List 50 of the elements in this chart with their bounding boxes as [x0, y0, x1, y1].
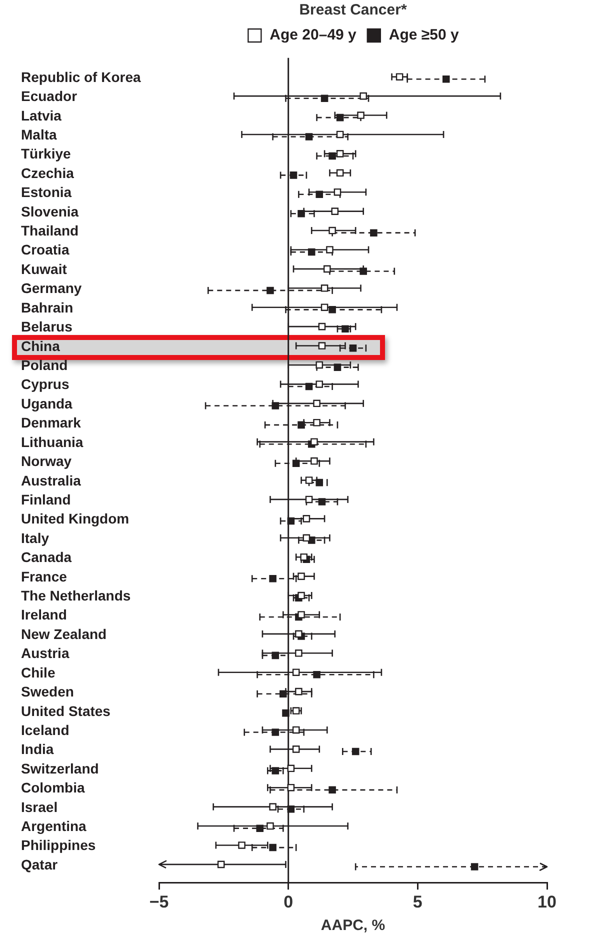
y-tick-label: Israel [21, 798, 58, 815]
y-tick-label: Denmark [21, 414, 82, 431]
y-tick-label: Estonia [21, 184, 72, 200]
y-tick-label: Colombia [21, 780, 85, 796]
chart-title: Breast Cancer* [299, 2, 407, 19]
x-axis-title: AAPC, % [320, 917, 386, 934]
y-tick-label: Qatar [21, 856, 58, 872]
y-tick-label: Sweden [21, 684, 74, 700]
y-tick-label: United Kingdom [21, 510, 130, 527]
y-tick-label: Kuwait [21, 260, 68, 277]
y-tick-label: Austria [21, 645, 70, 662]
y-tick-label: Finland [21, 491, 71, 508]
y-tick-label: Ecuador [21, 88, 78, 104]
y-tick-label: The Netherlands [21, 588, 131, 604]
y-tick-label: Italy [21, 530, 50, 546]
y-tick-label: Thailand [21, 222, 79, 239]
y-tick-label: Ireland [21, 606, 67, 623]
y-tick-label: Republic of Korea [21, 68, 142, 85]
y-tick-label: India [21, 741, 54, 758]
y-tick-label: Germany [21, 280, 82, 296]
y-tick-label: France [21, 568, 68, 584]
y-tick-label: Bahrain [21, 299, 74, 316]
legend-label: Age ≥50 y [388, 26, 460, 44]
y-tick-label: Türkiye [21, 146, 72, 162]
y-tick-label: Cyprus [21, 376, 70, 392]
x-tick-label: −5 [149, 892, 169, 912]
y-tick-label: Malta [21, 126, 57, 142]
y-tick-label: Iceland [21, 722, 70, 738]
y-tick-label: Uganda [21, 395, 73, 412]
x-tick-label: 0 [284, 892, 294, 912]
y-tick-label: Australia [21, 472, 82, 488]
y-tick-label: Belarus [21, 318, 73, 335]
y-tick-label: Latvia [21, 107, 62, 124]
y-tick-label: United States [21, 702, 111, 719]
y-tick-label: New Zealand [21, 626, 107, 642]
y-tick-label: Poland [21, 357, 68, 374]
y-tick-label: Norway [21, 453, 72, 470]
y-tick-label: China [21, 338, 60, 354]
y-tick-label: Argentina [21, 818, 87, 834]
y-tick-label: Chile [21, 664, 56, 680]
y-tick-label: Slovenia [21, 203, 79, 220]
y-tick-label: Canada [21, 549, 72, 566]
x-tick-label: 10 [538, 892, 556, 912]
y-tick-label: Lithuania [21, 434, 84, 450]
y-tick-label: Czechia [21, 164, 74, 181]
y-tick-label: Croatia [21, 242, 70, 258]
y-tick-label: Switzerland [21, 760, 99, 776]
legend-label: Age 20–49 y [270, 26, 358, 44]
y-tick-label: Philippines [21, 837, 96, 854]
x-tick-label: 5 [412, 892, 422, 912]
